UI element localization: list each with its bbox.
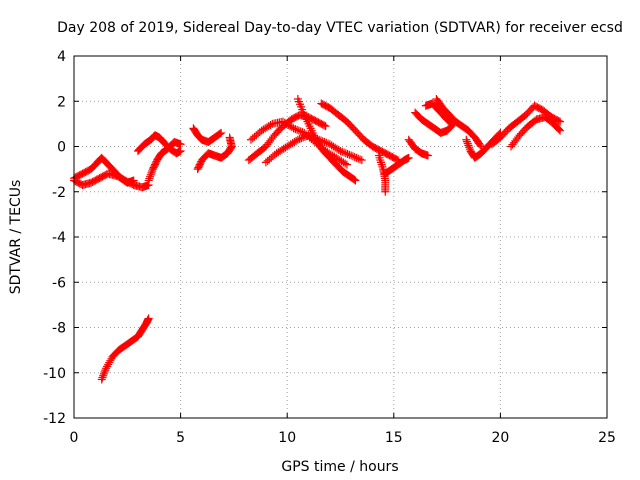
data-point	[464, 141, 473, 150]
data-point	[176, 147, 185, 156]
data-points	[70, 94, 565, 384]
y-tick-label: 2	[57, 94, 66, 110]
data-point	[147, 168, 156, 177]
data-point	[404, 153, 413, 162]
data-point	[318, 137, 327, 146]
x-tick-label: 20	[491, 430, 509, 446]
data-point	[146, 170, 155, 179]
x-axis-title: GPS time / hours	[281, 459, 398, 475]
data-point	[463, 139, 472, 148]
data-point	[556, 117, 565, 126]
data-point	[347, 151, 356, 160]
data-point	[350, 175, 359, 184]
data-point	[101, 366, 110, 375]
chart-title: Day 208 of 2019, Sidereal Day-to-day VTE…	[57, 20, 623, 36]
data-point	[341, 159, 350, 168]
data-point	[97, 375, 106, 384]
data-point	[294, 126, 303, 135]
y-tick-label: -6	[52, 275, 66, 291]
data-point	[462, 137, 471, 146]
data-point	[354, 154, 363, 163]
data-point	[423, 151, 432, 160]
data-point	[217, 128, 226, 137]
data-point	[216, 129, 225, 138]
data-point	[462, 135, 471, 144]
data-point	[342, 160, 351, 169]
y-tick-label: 0	[57, 140, 66, 156]
data-point	[146, 172, 155, 181]
x-tick-label: 5	[176, 430, 185, 446]
data-point	[356, 155, 365, 164]
data-point	[176, 140, 185, 149]
data-point	[350, 153, 359, 162]
y-tick-label: -8	[52, 321, 66, 337]
data-point	[293, 125, 302, 134]
data-point	[148, 167, 157, 176]
y-tick-label: -12	[43, 411, 66, 427]
y-tick-label: 4	[57, 49, 66, 65]
data-point	[338, 147, 347, 156]
data-point	[343, 150, 352, 159]
data-point	[99, 369, 108, 378]
data-point	[129, 176, 138, 185]
data-point	[99, 371, 108, 380]
data-point	[322, 138, 331, 147]
x-tick-label: 15	[385, 430, 403, 446]
x-tick-label: 10	[278, 430, 296, 446]
data-point	[381, 187, 390, 196]
data-point	[145, 174, 154, 183]
y-axis-title: SDTVAR / TECUs	[8, 180, 24, 295]
data-point	[352, 153, 361, 162]
data-point	[296, 127, 305, 136]
data-point	[295, 134, 304, 143]
series-ecsd-sdtvar	[70, 94, 565, 384]
x-tick-label: 25	[598, 430, 616, 446]
y-tick-label: -10	[43, 366, 66, 382]
data-point	[287, 123, 296, 132]
data-point	[144, 314, 153, 323]
x-tick-label: 0	[70, 430, 79, 446]
data-point	[266, 121, 275, 130]
data-point	[321, 122, 330, 131]
data-point	[476, 140, 485, 149]
data-point	[144, 176, 153, 185]
data-point	[289, 124, 298, 133]
data-point	[351, 176, 360, 185]
data-point	[348, 152, 357, 161]
y-tick-label: -4	[52, 230, 66, 246]
data-point	[555, 125, 564, 134]
data-point	[336, 147, 345, 156]
data-point	[293, 135, 302, 144]
data-point	[554, 116, 563, 125]
axis-ticks: 0 5 10 15 20 25 -12 -10 -8 -6 -4 -2 0 2 4	[43, 49, 616, 446]
grid-lines	[74, 56, 607, 418]
data-point	[340, 148, 349, 157]
data-point	[300, 132, 309, 141]
data-point	[100, 367, 109, 376]
data-point	[299, 133, 308, 142]
data-point	[320, 137, 329, 146]
data-point	[98, 373, 107, 382]
data-point	[320, 121, 329, 130]
data-point	[465, 143, 474, 152]
data-point	[556, 126, 565, 135]
data-point	[225, 133, 234, 142]
data-point	[324, 139, 333, 148]
y-tick-label: -2	[52, 185, 66, 201]
data-point	[341, 149, 350, 158]
data-point	[345, 150, 354, 159]
data-point	[297, 134, 306, 143]
data-point	[334, 145, 343, 154]
data-point	[291, 125, 300, 134]
data-point	[357, 156, 366, 165]
data-point	[292, 136, 301, 145]
